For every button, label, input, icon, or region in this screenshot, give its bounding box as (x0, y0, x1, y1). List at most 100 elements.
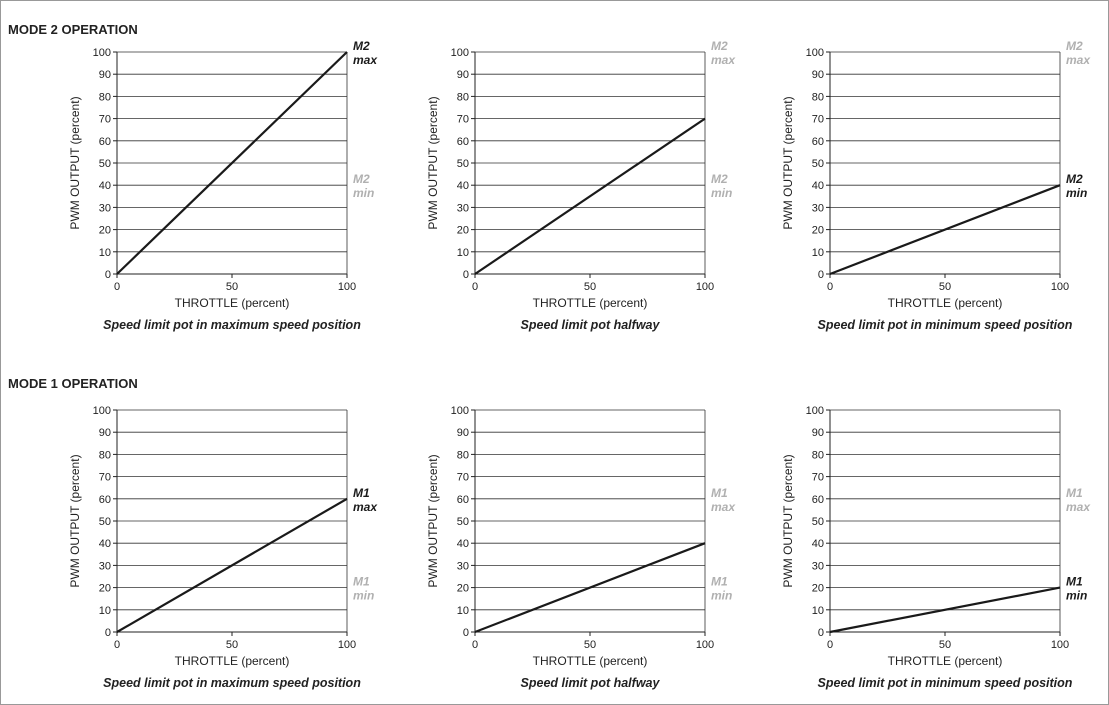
min-annotation-label: M2 (353, 172, 370, 186)
chart-caption: Speed limit pot in minimum speed positio… (818, 676, 1073, 690)
y-tick-label: 0 (463, 627, 469, 639)
y-tick-label: 90 (812, 427, 824, 439)
x-tick-label: 0 (472, 639, 478, 651)
x-axis-label: THROTTLE (percent) (175, 654, 290, 668)
chart-mode1-2: 0 10 20 30 40 50 60 70 80 90 100 0 50 100 THROTTLE (pe… (426, 405, 736, 690)
y-tick-label: 90 (457, 69, 469, 81)
x-tick-label: 100 (338, 639, 356, 651)
min-annotation-suffix: min (1066, 589, 1087, 603)
y-tick-label: 60 (99, 494, 111, 506)
x-tick-label: 100 (696, 639, 714, 651)
y-tick-label: 100 (806, 47, 824, 59)
chart-caption: Speed limit pot in minimum speed positio… (818, 318, 1073, 332)
chart-mode2-3: 0 10 20 30 40 50 60 70 80 90 100 0 50 100 THROTTLE (pe… (781, 39, 1091, 332)
chart-mode2-2: 0 10 20 30 40 50 60 70 80 90 100 0 50 100 THROTTLE (pe… (426, 39, 736, 332)
y-tick-label: 90 (99, 69, 111, 81)
max-annotation-label: M1 (353, 486, 370, 500)
y-tick-label: 20 (812, 583, 824, 595)
y-tick-label: 100 (93, 405, 111, 417)
y-tick-label: 20 (99, 583, 111, 595)
x-tick-label: 50 (939, 639, 951, 651)
section-title-mode2: MODE 2 OPERATION (8, 22, 138, 37)
y-tick-label: 70 (457, 114, 469, 126)
y-tick-label: 40 (99, 538, 111, 550)
y-axis-label: PWM OUTPUT (percent) (781, 454, 795, 587)
y-tick-label: 30 (457, 202, 469, 214)
y-axis-label: PWM OUTPUT (percent) (781, 96, 795, 229)
y-tick-label: 50 (812, 516, 824, 528)
min-annotation-label: M2 (1066, 172, 1083, 186)
y-tick-label: 90 (457, 427, 469, 439)
y-tick-label: 10 (457, 605, 469, 617)
min-annotation-label: M2 (711, 172, 728, 186)
min-annotation-suffix: min (711, 589, 732, 603)
y-tick-label: 100 (451, 405, 469, 417)
y-tick-label: 0 (818, 269, 824, 281)
max-annotation-label: M2 (1066, 39, 1083, 53)
x-axis-label: THROTTLE (percent) (533, 654, 648, 668)
y-tick-label: 0 (105, 269, 111, 281)
chart-caption: Speed limit pot halfway (521, 676, 661, 690)
max-annotation-label: M1 (1066, 486, 1083, 500)
max-annotation-suffix: max (353, 53, 378, 67)
y-tick-label: 0 (463, 269, 469, 281)
y-tick-label: 20 (457, 225, 469, 237)
section-title-mode1: MODE 1 OPERATION (8, 376, 138, 391)
y-tick-label: 80 (812, 449, 824, 461)
x-axis-label: THROTTLE (percent) (175, 296, 290, 310)
chart-caption: Speed limit pot in maximum speed positio… (103, 318, 361, 332)
x-axis-label: THROTTLE (percent) (533, 296, 648, 310)
y-tick-label: 10 (812, 247, 824, 259)
x-tick-label: 50 (584, 639, 596, 651)
chart-mode2-1: 0 10 20 30 40 50 60 70 80 90 100 0 50 100 THROTTLE (pe… (68, 39, 378, 332)
y-tick-label: 60 (812, 494, 824, 506)
y-tick-label: 100 (93, 47, 111, 59)
max-annotation-label: M2 (353, 39, 370, 53)
y-tick-label: 10 (457, 247, 469, 259)
min-annotation-label: M1 (711, 575, 728, 589)
y-axis-label: PWM OUTPUT (percent) (426, 96, 440, 229)
y-tick-label: 80 (457, 449, 469, 461)
y-tick-label: 50 (99, 158, 111, 170)
x-tick-label: 50 (939, 281, 951, 293)
x-tick-label: 0 (827, 639, 833, 651)
y-tick-label: 80 (99, 449, 111, 461)
chart-mode1-3: 0 10 20 30 40 50 60 70 80 90 100 0 50 100 THROTTLE (pe… (781, 405, 1091, 690)
max-annotation-label: M2 (711, 39, 728, 53)
y-tick-label: 60 (99, 136, 111, 148)
max-annotation-suffix: max (353, 500, 378, 514)
y-tick-label: 0 (105, 627, 111, 639)
y-tick-label: 80 (457, 91, 469, 103)
y-tick-label: 10 (99, 605, 111, 617)
y-tick-label: 30 (812, 202, 824, 214)
y-tick-label: 50 (457, 516, 469, 528)
x-tick-label: 0 (114, 281, 120, 293)
y-tick-label: 100 (451, 47, 469, 59)
series-line (116, 51, 348, 275)
x-tick-label: 50 (226, 281, 238, 293)
x-tick-label: 0 (827, 281, 833, 293)
y-tick-label: 40 (457, 538, 469, 550)
y-tick-label: 40 (812, 180, 824, 192)
y-axis-label: PWM OUTPUT (percent) (426, 454, 440, 587)
min-annotation-label: M1 (353, 575, 370, 589)
x-tick-label: 100 (1051, 281, 1069, 293)
x-axis-label: THROTTLE (percent) (888, 296, 1003, 310)
y-tick-label: 90 (99, 427, 111, 439)
y-tick-label: 60 (457, 136, 469, 148)
y-axis-label: PWM OUTPUT (percent) (68, 454, 82, 587)
y-axis-label: PWM OUTPUT (percent) (68, 96, 82, 229)
min-annotation-suffix: min (353, 186, 374, 200)
y-tick-label: 40 (812, 538, 824, 550)
x-tick-label: 100 (696, 281, 714, 293)
min-annotation-suffix: min (353, 589, 374, 603)
y-tick-label: 60 (457, 494, 469, 506)
y-tick-label: 30 (812, 560, 824, 572)
min-annotation-label: M1 (1066, 575, 1083, 589)
y-tick-label: 10 (99, 247, 111, 259)
y-tick-label: 0 (818, 627, 824, 639)
y-tick-label: 60 (812, 136, 824, 148)
